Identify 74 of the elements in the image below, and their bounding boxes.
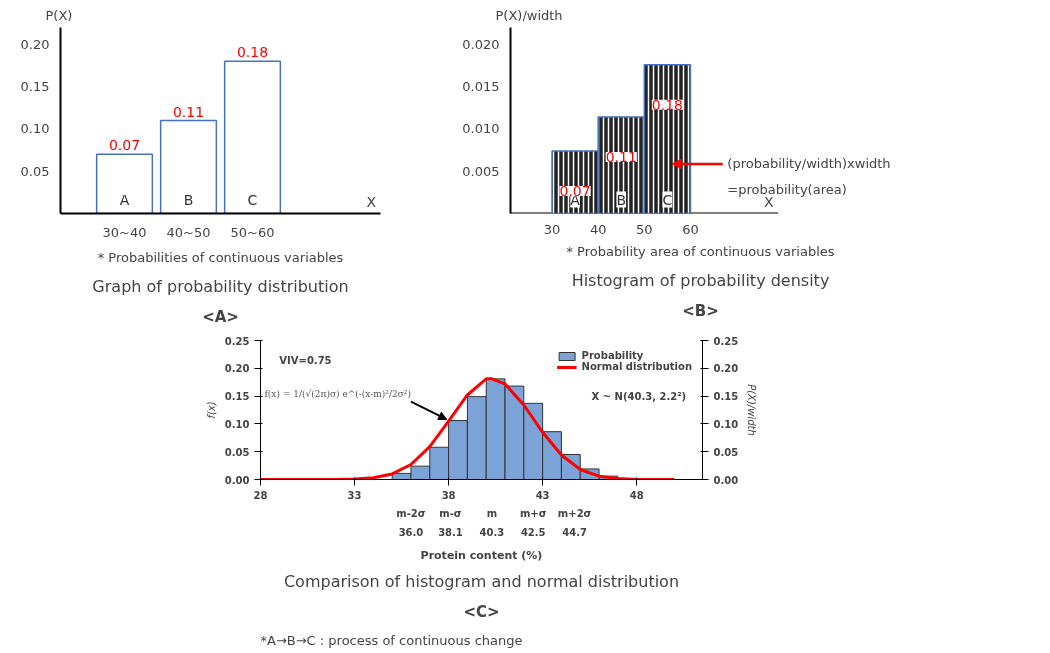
y-tick-label: 0.015 xyxy=(462,79,500,95)
y-tick-label: 0.05 xyxy=(224,446,250,458)
text: *A→B→C : process of continuous change xyxy=(260,632,523,648)
y-tick-label: 0.10 xyxy=(20,121,50,137)
x-tick-label: 30 xyxy=(543,221,561,237)
x-tick-label: 38 xyxy=(441,489,456,501)
data-label: 0.07 xyxy=(108,137,141,154)
text: 38.1 xyxy=(438,526,463,538)
x-tick-label: 33 xyxy=(347,489,362,501)
annotation: C xyxy=(662,191,673,208)
text: <B> xyxy=(682,301,719,320)
text: Comparison of histogram and normal distribution xyxy=(283,571,680,591)
y-tick-label: 0.010 xyxy=(462,121,500,137)
y2-axis-title: P(X)/width xyxy=(746,384,758,436)
x-tick-label: 40 xyxy=(589,221,607,237)
text: <C> xyxy=(463,602,500,621)
text: * Probability area of continuous variables xyxy=(566,243,835,259)
x-tick-label: 50~60 xyxy=(230,224,275,240)
annotation: B xyxy=(183,191,194,208)
data-label: 0.18 xyxy=(236,44,269,61)
text: <A> xyxy=(202,307,239,326)
annotation: 0.11 xyxy=(605,149,637,166)
text: m-2σ xyxy=(396,507,426,519)
text: Histogram of probability density xyxy=(571,270,830,290)
y-axis-title: f(x) xyxy=(205,401,217,419)
y2-tick-label: 0.05 xyxy=(713,446,739,458)
y2-tick-label: 0.20 xyxy=(713,363,739,375)
y2-tick-label: 0.25 xyxy=(713,335,739,347)
y2-tick-label: 0.00 xyxy=(713,474,739,486)
y-tick-label: 0.15 xyxy=(224,391,250,403)
y-tick-label: 0.00 xyxy=(224,474,250,486)
bar xyxy=(223,60,282,214)
data-label: 0.11 xyxy=(172,103,205,120)
text: m+σ xyxy=(519,507,547,519)
text: 44.7 xyxy=(562,526,587,538)
y2-tick-label: 0.10 xyxy=(713,418,739,430)
x-tick-label: 43 xyxy=(535,489,550,501)
annotation: (probability/width)xwidth xyxy=(727,156,891,172)
y-tick-label: 0.25 xyxy=(224,335,250,347)
x-tick-label: 50 xyxy=(636,221,653,237)
y-tick-label: 0.20 xyxy=(224,363,250,375)
y-tick-label: 0.10 xyxy=(224,418,250,430)
text: 40.3 xyxy=(479,526,505,538)
x-tick-label: 28 xyxy=(253,489,268,501)
y-tick-label: 0.05 xyxy=(20,163,50,179)
annotation: f(x) = 1/(√(2π)σ) e^(-(x-m)²/2σ²) xyxy=(264,388,411,399)
legend-label: Normal distribution xyxy=(581,361,692,372)
annotation: X ~ N(40.3, 2.2²) xyxy=(591,390,687,402)
y-tick-label: 0.005 xyxy=(462,163,500,179)
y-tick-label: 0.15 xyxy=(20,79,50,95)
y-axis-title: P(X)/width xyxy=(495,7,563,23)
text: Graph of probability distribution xyxy=(92,276,349,296)
legend-label: Probability xyxy=(581,350,644,361)
y-tick-label: 0.20 xyxy=(20,36,50,52)
annotation: A xyxy=(119,191,130,208)
text: 36.0 xyxy=(398,526,424,538)
annotation: 0.18 xyxy=(651,96,683,113)
text: m xyxy=(486,507,498,519)
x-axis-title: X xyxy=(366,193,377,210)
annotation: VIV=0.75 xyxy=(279,354,332,366)
x-tick-label: 60 xyxy=(682,221,699,237)
text: m+2σ xyxy=(557,507,592,519)
annotation: C xyxy=(247,191,258,208)
y2-tick-label: 0.15 xyxy=(713,391,739,403)
x-tick-label: 30~40 xyxy=(102,224,147,240)
x-tick-label: 48 xyxy=(629,489,644,501)
x-tick-label: 40~50 xyxy=(166,224,211,240)
text: * Probabilities of continuous variables xyxy=(97,249,344,265)
y-axis-title: P(X) xyxy=(45,7,73,23)
x-axis-title: Protein content (%) xyxy=(420,548,543,562)
annotation: B xyxy=(616,191,627,208)
y-tick-label: 0.020 xyxy=(462,36,500,52)
text: 42.5 xyxy=(520,526,546,538)
text: m-σ xyxy=(439,507,462,519)
